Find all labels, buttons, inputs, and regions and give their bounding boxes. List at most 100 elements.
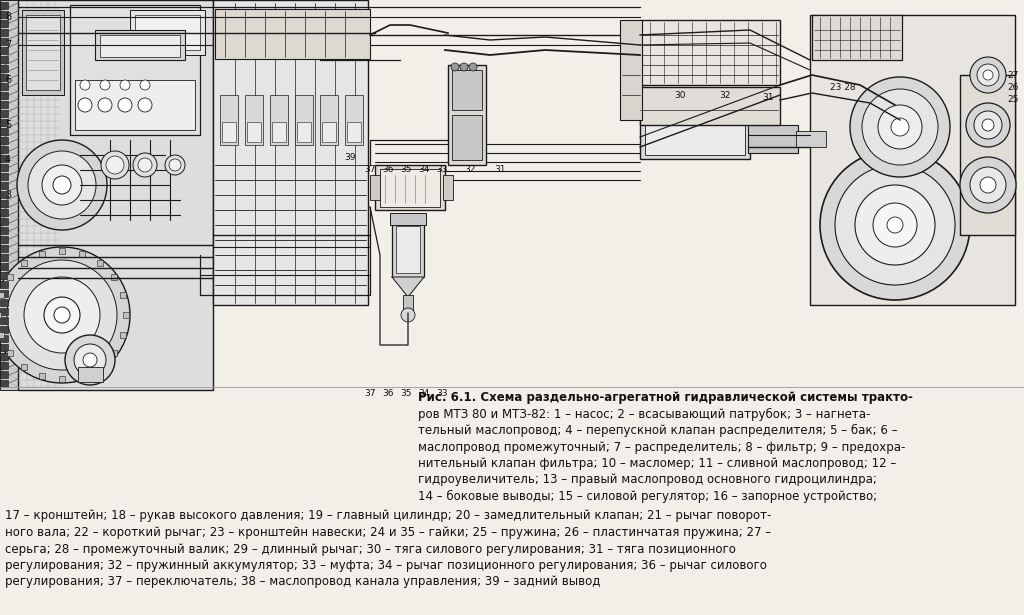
Bar [0, 362, 8, 369]
Circle shape [118, 98, 132, 112]
Text: 20: 20 [642, 0, 653, 1]
Bar [748, 125, 798, 153]
Bar [0, 128, 8, 135]
Bar [645, 123, 745, 155]
Text: Рис. 6.1. Схема раздельно-агрегатной гидравлической системы тракто-: Рис. 6.1. Схема раздельно-агрегатной гид… [418, 391, 912, 404]
Circle shape [78, 98, 92, 112]
Bar [0, 299, 8, 306]
Bar [22, 10, 63, 95]
Bar [452, 70, 482, 110]
Bar [79, 373, 85, 379]
Bar [370, 175, 380, 200]
Circle shape [460, 63, 468, 71]
Bar [59, 376, 65, 382]
Bar [111, 274, 117, 280]
Bar [0, 335, 8, 342]
Bar [220, 95, 238, 145]
Bar [96, 260, 102, 266]
Bar [0, 11, 8, 18]
Bar [123, 312, 129, 318]
Bar [130, 10, 205, 55]
Text: 30: 30 [674, 90, 686, 100]
Bar [347, 122, 361, 142]
Bar [0, 371, 8, 378]
Bar [0, 326, 8, 333]
Bar [270, 95, 288, 145]
Bar [0, 218, 8, 225]
Circle shape [54, 307, 70, 323]
Bar [0, 20, 8, 27]
Circle shape [887, 217, 903, 233]
Bar [0, 263, 8, 270]
Text: 11: 11 [112, 0, 124, 2]
Circle shape [133, 153, 157, 177]
Bar [7, 349, 13, 355]
Circle shape [17, 140, 106, 230]
Polygon shape [392, 277, 424, 297]
Bar [640, 20, 780, 85]
Bar [0, 331, 4, 338]
Text: регулирования; 32 – пружинный аккумулятор; 33 – муфта; 34 – рычаг позиционного р: регулирования; 32 – пружинный аккумулято… [5, 559, 767, 572]
Text: ров МТЗ 80 и МТЗ-82: 1 – насос; 2 – всасывающий патрубок; 3 – нагнета-: ров МТЗ 80 и МТЗ-82: 1 – насос; 2 – всас… [418, 408, 870, 421]
Bar [95, 30, 185, 60]
Bar [75, 80, 195, 130]
Circle shape [53, 176, 71, 194]
Text: ного вала; 22 – короткий рычаг; 23 – кронштейн навески; 24 и 35 – гайки; 25 – пр: ного вала; 22 – короткий рычаг; 23 – кро… [5, 526, 771, 539]
Bar [100, 35, 180, 57]
Circle shape [28, 151, 96, 219]
Circle shape [820, 150, 970, 300]
Circle shape [974, 111, 1002, 139]
Text: 25: 25 [1008, 95, 1019, 105]
Bar [18, 0, 213, 390]
Text: нительный клапан фильтра; 10 – масломер; 11 – сливной маслопровод; 12 –: нительный клапан фильтра; 10 – масломер;… [418, 457, 896, 470]
Bar [0, 164, 8, 171]
Bar [22, 364, 28, 370]
Text: 8: 8 [5, 12, 11, 22]
Text: 13: 13 [184, 0, 197, 2]
Text: 6: 6 [5, 75, 11, 85]
Bar [295, 95, 313, 145]
Bar [640, 87, 780, 125]
Bar [222, 122, 236, 142]
Text: 22: 22 [856, 0, 867, 1]
Bar [0, 83, 8, 90]
Text: 26: 26 [1008, 82, 1019, 92]
Bar [247, 122, 261, 142]
Circle shape [106, 156, 124, 174]
Bar [215, 9, 370, 59]
Bar [620, 20, 642, 120]
Bar [59, 248, 65, 254]
Bar [79, 251, 85, 257]
Bar [0, 308, 8, 315]
Bar [0, 236, 8, 243]
Text: 5: 5 [5, 120, 11, 130]
Text: 23 28: 23 28 [830, 82, 856, 92]
Text: гидроувеличитель; 13 – правый маслопровод основного гидроцилиндра;: гидроувеличитель; 13 – правый маслопрово… [418, 474, 877, 486]
Circle shape [24, 277, 100, 353]
Text: 35: 35 [400, 164, 412, 173]
Circle shape [140, 80, 150, 90]
Text: 17 – кронштейн; 18 – рукав высокого давления; 19 – главный цилиндр; 20 – замедли: 17 – кронштейн; 18 – рукав высокого давл… [5, 509, 771, 523]
Bar [26, 15, 60, 90]
Bar [0, 292, 4, 298]
Circle shape [878, 105, 922, 149]
Circle shape [961, 157, 1016, 213]
Bar [0, 101, 8, 108]
Bar [39, 251, 45, 257]
Bar [810, 15, 1015, 305]
Text: 33: 33 [436, 164, 447, 173]
Text: 14 – боковые выводы; 15 – силовой регулятор; 16 – запорное устройство;: 14 – боковые выводы; 15 – силовой регуля… [418, 490, 878, 503]
Text: 12: 12 [148, 0, 161, 2]
Text: 34: 34 [419, 164, 430, 173]
Bar [0, 281, 8, 288]
Bar [375, 165, 445, 210]
Bar [0, 254, 8, 261]
Bar [0, 56, 8, 63]
Circle shape [42, 165, 82, 205]
Text: 7: 7 [5, 40, 11, 50]
Text: тельный маслопровод; 4 – перепускной клапан распределителя; 5 – бак; 6 –: тельный маслопровод; 4 – перепускной кла… [418, 424, 897, 437]
Bar [0, 353, 8, 360]
Circle shape [850, 77, 950, 177]
Bar [380, 169, 440, 207]
Text: 14: 14 [216, 0, 228, 2]
